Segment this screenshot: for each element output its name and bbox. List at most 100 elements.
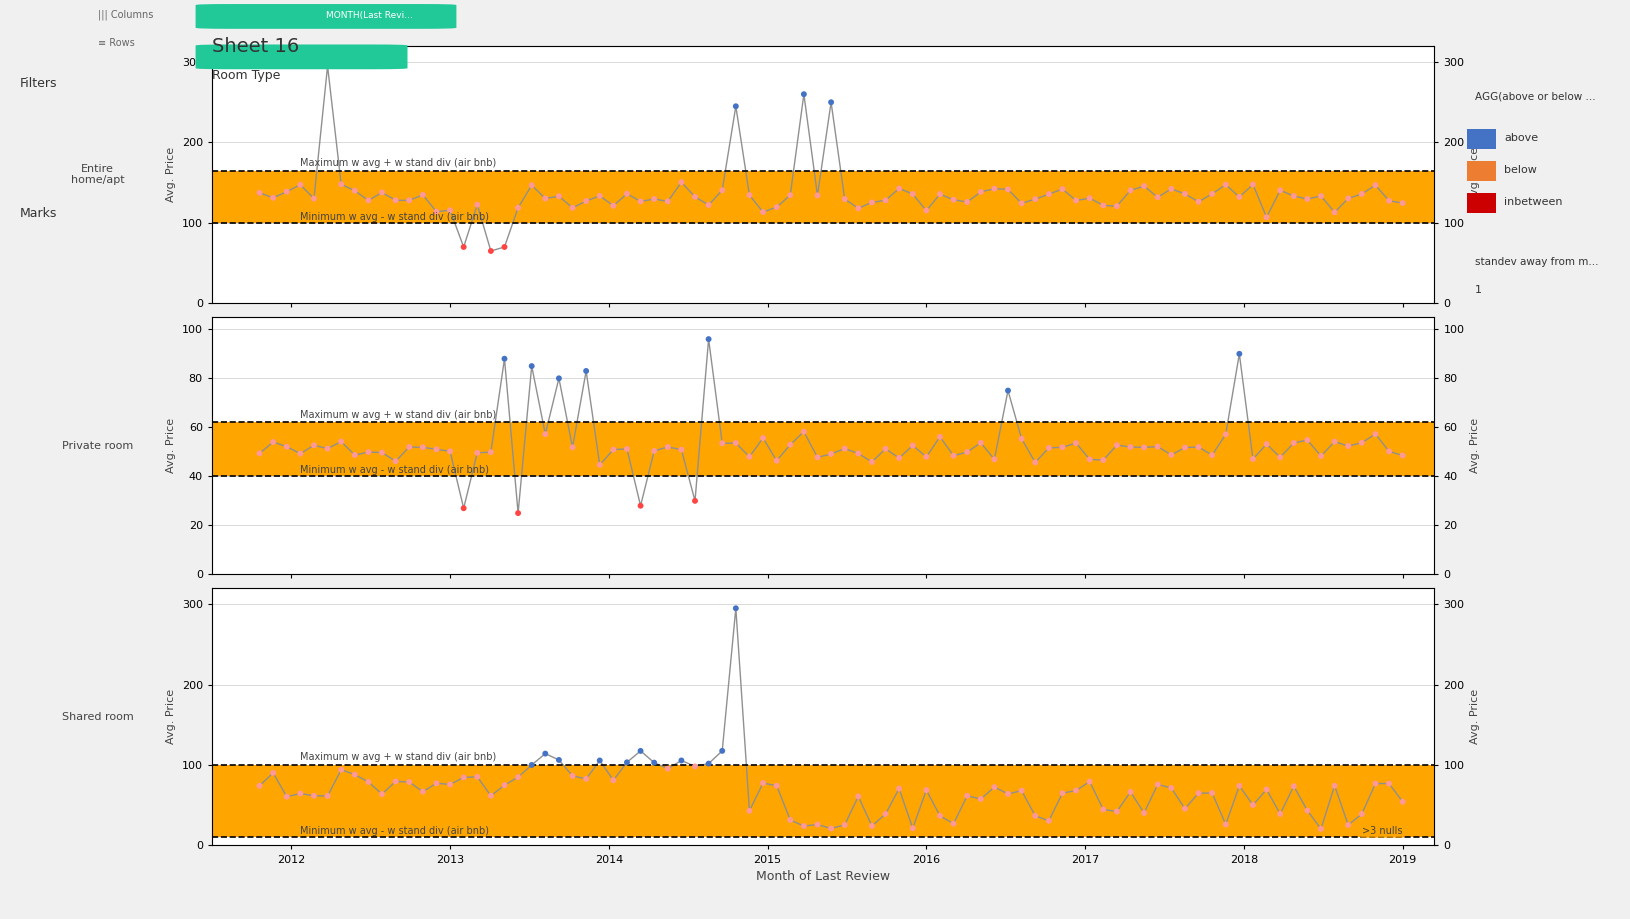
Point [628, 743, 654, 758]
Point [681, 494, 707, 508]
Point [1104, 437, 1130, 452]
Point [1050, 440, 1076, 455]
Point [968, 185, 994, 199]
Point [328, 177, 354, 192]
Point [846, 201, 872, 216]
Text: inbetween: inbetween [1504, 198, 1563, 207]
Text: AGG(above or below ...: AGG(above or below ... [1475, 92, 1596, 102]
Point [478, 445, 504, 460]
Point [505, 770, 531, 785]
Point [1118, 439, 1144, 454]
Point [696, 332, 722, 346]
Y-axis label: Avg. Price: Avg. Price [1470, 418, 1480, 473]
Point [655, 439, 681, 454]
Point [1200, 448, 1226, 462]
Point [246, 778, 272, 793]
Point [791, 425, 817, 439]
Point [491, 351, 517, 366]
Point [559, 200, 585, 215]
Point [1213, 817, 1239, 832]
Point [315, 789, 341, 803]
Point [1063, 783, 1089, 798]
Point [1118, 183, 1144, 198]
Point [274, 789, 300, 804]
Point [968, 436, 994, 450]
Point [887, 450, 913, 465]
Text: Minimum w avg - w stand div (air bnb): Minimum w avg - w stand div (air bnb) [300, 211, 489, 221]
Point [913, 449, 939, 464]
Point [709, 436, 735, 450]
Point [546, 371, 572, 386]
Point [941, 448, 967, 463]
Point [600, 442, 626, 457]
Point [778, 187, 804, 202]
Point [737, 449, 763, 464]
Point [315, 59, 341, 74]
Text: ||| Columns: ||| Columns [98, 10, 153, 20]
Point [1281, 188, 1307, 203]
Point [668, 175, 694, 189]
Point [1185, 439, 1211, 454]
Point [750, 776, 776, 790]
Text: Maximum w avg + w stand div (air bnb): Maximum w avg + w stand div (air bnb) [300, 410, 497, 420]
Point [491, 240, 517, 255]
Point [941, 816, 967, 831]
Point [1144, 190, 1170, 205]
Point [1159, 182, 1185, 197]
Text: Marks: Marks [20, 207, 57, 220]
Point [1185, 195, 1211, 210]
Point [424, 776, 450, 790]
Point [1267, 807, 1293, 822]
Point [805, 817, 831, 832]
Point [246, 446, 272, 460]
Text: standev away from m...: standev away from m... [1475, 257, 1599, 267]
Point [1200, 187, 1226, 201]
Point [261, 766, 287, 780]
Point [1267, 450, 1293, 465]
Point [1226, 189, 1252, 204]
Point [328, 434, 354, 448]
Point [328, 763, 354, 777]
Text: below: below [1504, 165, 1537, 175]
Point [396, 775, 422, 789]
Point [559, 768, 585, 783]
Point [1131, 178, 1157, 193]
Point [1348, 807, 1374, 822]
Point [641, 192, 667, 207]
Point [818, 447, 844, 461]
Point [994, 787, 1020, 801]
Point [859, 195, 885, 210]
Point [927, 429, 954, 444]
Point [518, 178, 544, 193]
Point [302, 789, 328, 803]
Point [981, 452, 1007, 467]
Point [1009, 431, 1035, 446]
Point [396, 439, 422, 454]
Point [615, 441, 641, 456]
Text: >3 nulls: >3 nulls [1363, 826, 1403, 836]
Point [778, 437, 804, 452]
Point [1348, 187, 1374, 201]
Point [587, 458, 613, 472]
Point [383, 193, 409, 208]
Point [1390, 196, 1416, 210]
Point [941, 192, 967, 207]
Point [1200, 786, 1226, 800]
Text: ≡ Rows: ≡ Rows [98, 38, 135, 48]
Point [1063, 193, 1089, 208]
Point [641, 755, 667, 770]
Point [900, 821, 926, 835]
Point [954, 445, 980, 460]
Point [846, 446, 872, 460]
Point [274, 185, 300, 199]
Point [1144, 777, 1170, 792]
FancyBboxPatch shape [196, 4, 456, 28]
Point [1022, 809, 1048, 823]
Point [831, 192, 857, 207]
Point [437, 203, 463, 218]
Point [1104, 804, 1130, 819]
Point [737, 187, 763, 202]
Y-axis label: Avg. Price: Avg. Price [166, 689, 176, 744]
Point [1159, 448, 1185, 462]
Point [287, 177, 313, 192]
